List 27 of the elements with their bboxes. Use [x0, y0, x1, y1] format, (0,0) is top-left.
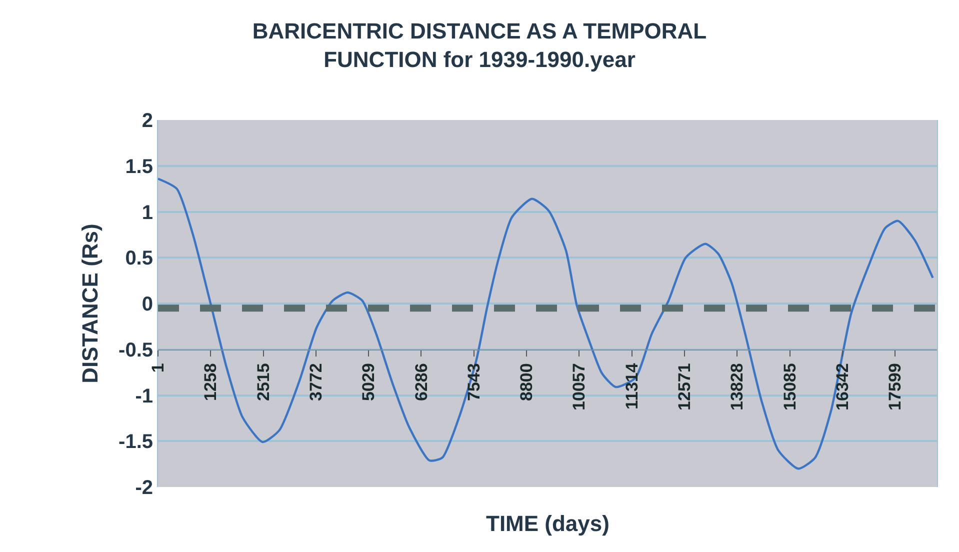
y-tick-label: 0 [142, 294, 153, 316]
x-tick-label: 5029 [359, 363, 378, 402]
x-tick-label: 1258 [201, 363, 220, 402]
x-tick-label: 17599 [886, 363, 905, 410]
x-tick-label: 2515 [254, 363, 273, 402]
y-tick-label: 1.5 [125, 156, 153, 178]
y-axis-title: DISTANCE (Rs) [77, 224, 102, 384]
y-tick-label: -1 [135, 385, 153, 408]
x-tick-label: 11314 [622, 362, 642, 410]
y-tick-label: 2 [142, 110, 153, 132]
x-axis-title: TIME (days) [486, 511, 610, 536]
x-tick-label: 15085 [780, 363, 800, 410]
x-tick-label: 7543 [464, 363, 484, 402]
x-tick-label: 1 [148, 363, 168, 373]
x-tick-label: 8800 [517, 363, 536, 402]
y-tick-label: 0.5 [125, 248, 153, 270]
chart-title: BARICENTRIC DISTANCE AS A TEMPORAL FUNCTION for 1939-1990.year [252, 18, 707, 72]
y-tick-label: -0.5 [118, 339, 153, 362]
x-tick-label: 10057 [570, 363, 589, 410]
y-tick-label: -1.5 [118, 431, 153, 454]
y-tick-label: -2 [135, 477, 153, 499]
x-tick-label: 6286 [412, 363, 431, 402]
x-tick-label: 12571 [675, 363, 694, 410]
x-tick-label: 16342 [832, 363, 852, 410]
x-tick-label: 13828 [728, 363, 747, 410]
y-tick-label: 1 [142, 202, 153, 224]
x-tick-label: 3772 [306, 363, 326, 402]
